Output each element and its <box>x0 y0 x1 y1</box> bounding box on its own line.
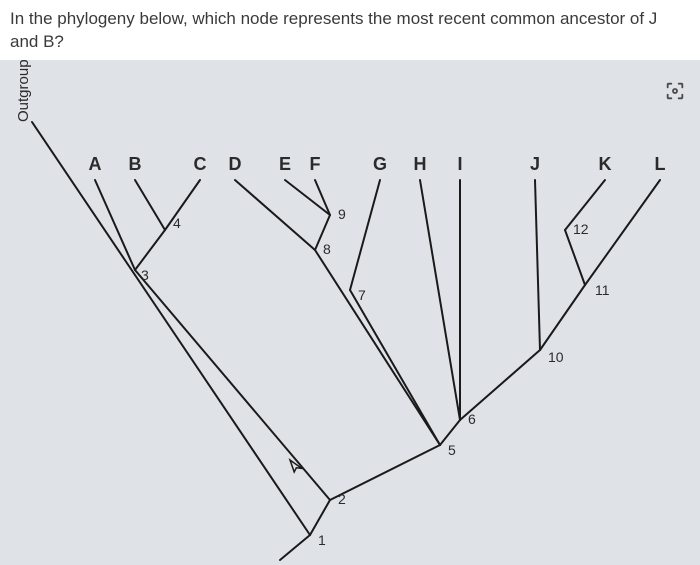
tip-label-G: G <box>373 154 387 174</box>
node-label-n5: 5 <box>448 442 456 458</box>
page-root: In the phylogeny below, which node repre… <box>0 0 700 565</box>
node-label-n8: 8 <box>323 241 331 257</box>
tip-label-C: C <box>194 154 207 174</box>
node-label-n1: 1 <box>318 532 326 548</box>
tip-label-D: D <box>229 154 242 174</box>
node-label-n9: 9 <box>338 206 346 222</box>
camera-focus-icon[interactable] <box>664 80 686 102</box>
question-text: In the phylogeny below, which node repre… <box>10 8 690 54</box>
node-label-n10: 10 <box>548 349 564 365</box>
tip-label-K: K <box>599 154 612 174</box>
node-label-n6: 6 <box>468 411 476 427</box>
node-label-n7: 7 <box>358 287 366 303</box>
node-label-n4: 4 <box>173 215 181 231</box>
outgroup-label: Outgroup <box>15 60 32 122</box>
tip-label-H: H <box>414 154 427 174</box>
tip-label-A: A <box>89 154 102 174</box>
node-label-n3: 3 <box>141 267 149 283</box>
node-label-n12: 12 <box>573 221 589 237</box>
tip-label-B: B <box>129 154 142 174</box>
node-label-n11: 11 <box>595 282 610 298</box>
tip-label-E: E <box>279 154 291 174</box>
tip-label-I: I <box>457 154 462 174</box>
tip-label-J: J <box>530 154 540 174</box>
tip-label-F: F <box>310 154 321 174</box>
tree-svg: A B C D EF G H I J K L Outgroup 4 3 9 8 7 2 1 56 10 11 12 <box>0 60 700 565</box>
tip-label-L: L <box>655 154 666 174</box>
phylogeny-diagram: A B C D EF G H I J K L Outgroup 4 3 9 8 7 2 1 56 10 11 12 <box>0 60 700 565</box>
node-label-n2: 2 <box>338 491 346 507</box>
